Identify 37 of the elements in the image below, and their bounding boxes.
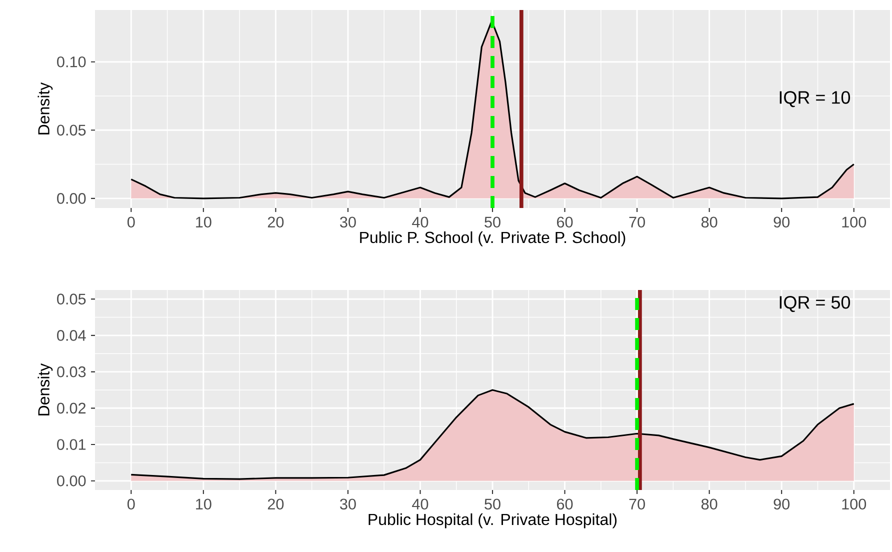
- x-tick-label: 70: [629, 498, 645, 510]
- annotation: IQR = 50: [780, 296, 850, 312]
- y-tick-label: 0.00: [57, 475, 86, 486]
- x-tick-label: 60: [557, 216, 573, 228]
- x-tick-label: 60: [557, 498, 573, 510]
- x-axis-title: Public P. School (v. Private P. School): [360, 231, 626, 246]
- x-tick-label: 30: [340, 498, 356, 510]
- y-tick-label: 0.10: [57, 56, 86, 68]
- x-tick-label: 70: [629, 216, 645, 228]
- x-tick-label: 20: [268, 216, 284, 228]
- x-axis-title: Public Hospital (v. Private Hospital): [368, 513, 617, 528]
- x-tick-label: 90: [774, 216, 790, 228]
- x-tick-label: 0: [127, 216, 135, 228]
- y-tick-label: 0.05: [57, 124, 86, 136]
- y-axis-title: Density: [38, 82, 53, 134]
- y-tick-label: 0.05: [57, 294, 86, 305]
- x-tick-label: 100: [842, 216, 866, 228]
- x-tick-label: 20: [268, 498, 284, 510]
- x-tick-label: 90: [774, 498, 790, 510]
- x-tick-label: 40: [412, 216, 428, 228]
- annotation: IQR = 10: [780, 91, 850, 108]
- y-tick-label: 0.04: [57, 330, 86, 341]
- x-tick-label: 50: [484, 216, 500, 228]
- x-tick-label: 0: [127, 498, 135, 510]
- y-tick-label: 0.02: [57, 402, 86, 414]
- y-axis-title: Density: [38, 363, 53, 416]
- x-tick-label: 80: [701, 216, 718, 228]
- y-tick-label: 0.01: [57, 439, 86, 450]
- x-tick-label: 10: [196, 498, 212, 510]
- x-tick-label: 40: [412, 498, 428, 510]
- x-tick-label: 100: [842, 498, 866, 510]
- x-tick-label: 50: [484, 498, 500, 510]
- x-tick-label: 80: [701, 498, 718, 510]
- x-tick-label: 30: [340, 216, 356, 228]
- y-tick-label: 0.03: [57, 366, 86, 378]
- x-tick-label: 10: [196, 216, 212, 228]
- y-tick-label: 0.00: [57, 193, 86, 204]
